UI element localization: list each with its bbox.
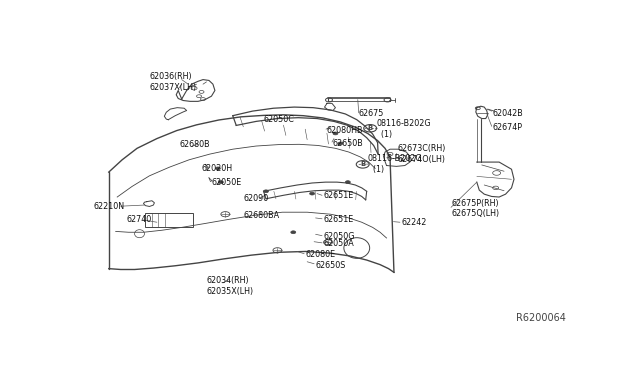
Text: 62080E: 62080E [306,250,336,259]
Text: 62650B: 62650B [333,139,364,148]
Text: 62090: 62090 [244,194,269,203]
Text: 08116-B202G
  (1): 08116-B202G (1) [367,154,422,174]
Circle shape [216,167,220,170]
Circle shape [338,142,343,145]
Text: 62675: 62675 [359,109,384,118]
Text: R6200064: R6200064 [516,313,566,323]
Text: B: B [367,125,372,131]
Text: 62675P(RH)
62675Q(LH): 62675P(RH) 62675Q(LH) [451,199,499,218]
Text: 62050C: 62050C [264,115,294,124]
Text: 62651E: 62651E [323,215,353,224]
Text: 62050E: 62050E [211,178,242,187]
Circle shape [291,231,296,234]
Text: 62050A: 62050A [323,239,354,248]
Text: 62034(RH)
62035X(LH): 62034(RH) 62035X(LH) [207,276,253,295]
Text: 62651E: 62651E [323,191,353,201]
Text: 62042B: 62042B [493,109,524,118]
Circle shape [218,181,223,183]
Text: 08116-B202G
  (1): 08116-B202G (1) [376,119,431,139]
Text: 62680B: 62680B [179,140,210,150]
Circle shape [346,181,350,183]
Text: 62740: 62740 [126,215,152,224]
Circle shape [264,190,269,193]
Circle shape [310,192,315,195]
Text: 62674P: 62674P [493,123,523,132]
Text: 62036(RH)
62037X(LH): 62036(RH) 62037X(LH) [150,72,196,92]
Text: 62242: 62242 [401,218,427,227]
Text: 62650S: 62650S [316,261,346,270]
Bar [145,213,193,227]
Text: 62020H: 62020H [202,164,233,173]
Text: B: B [360,161,365,167]
Text: 62080HB: 62080HB [326,126,363,135]
Text: 62210N: 62210N [94,202,125,211]
Text: 62673C(RH)
62674O(LH): 62673C(RH) 62674O(LH) [397,144,446,164]
Text: 62680BA: 62680BA [244,211,280,219]
Circle shape [333,132,338,135]
Text: 62050G: 62050G [323,232,355,241]
